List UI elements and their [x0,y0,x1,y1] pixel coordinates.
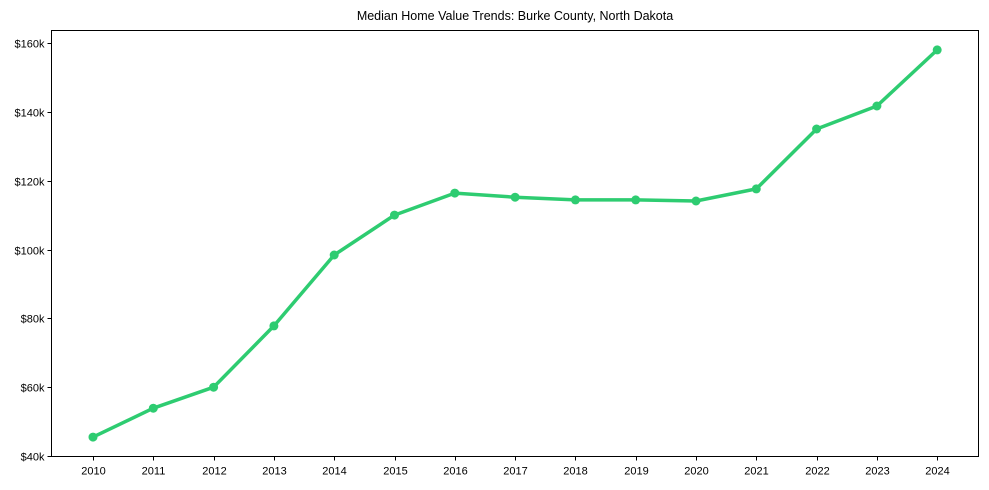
x-tick-label: 2019 [624,466,648,478]
data-point-marker [872,101,882,111]
x-tick-label: 2015 [383,466,407,478]
x-tick-label: 2022 [805,466,829,478]
data-point-marker [570,195,580,205]
series-line [91,48,939,439]
x-tick-label: 2012 [202,466,226,478]
data-point-marker [631,195,641,205]
x-axis: 2010 2011 2012 2013 2014 2015 2016 2017 2018 2019… [81,456,950,478]
chart-title: Median Home Value Trends: Burke County, … [357,9,673,23]
data-point-marker [932,45,942,55]
data-point-marker [269,321,279,331]
y-tick-label: $160k [15,39,45,51]
data-point-marker [148,403,158,413]
data-point-marker [88,432,98,442]
x-tick-label: 2016 [443,466,467,478]
data-point-marker [751,184,761,194]
data-point-marker [510,192,520,202]
y-tick-label: $120k [15,177,45,189]
data-point-marker [329,250,339,260]
x-tick-label: 2010 [81,466,105,478]
plot-area-frame [51,30,979,457]
data-point-marker [209,382,219,392]
y-axis: $40k $60k $80k $100k $120k $140k $160k [15,39,52,464]
x-tick-label: 2020 [684,466,708,478]
data-point-marker [691,196,701,206]
x-tick-label: 2021 [744,466,768,478]
y-tick-label: $100k [15,246,45,258]
series-layer [88,45,942,442]
y-tick-label: $80k [21,314,45,326]
y-tick-label: $40k [21,452,45,464]
x-tick-label: 2014 [322,466,346,478]
data-point-marker [812,124,822,134]
x-tick-label: 2023 [865,466,889,478]
x-tick-label: 2018 [563,466,587,478]
y-tick-label: $60k [21,383,45,395]
x-tick-label: 2017 [503,466,527,478]
data-point-marker [450,188,460,198]
y-tick-label: $140k [15,108,45,120]
data-point-marker [390,210,399,220]
x-tick-label: 2024 [925,466,949,478]
x-tick-label: 2013 [262,466,286,478]
x-tick-label: 2011 [142,466,166,478]
